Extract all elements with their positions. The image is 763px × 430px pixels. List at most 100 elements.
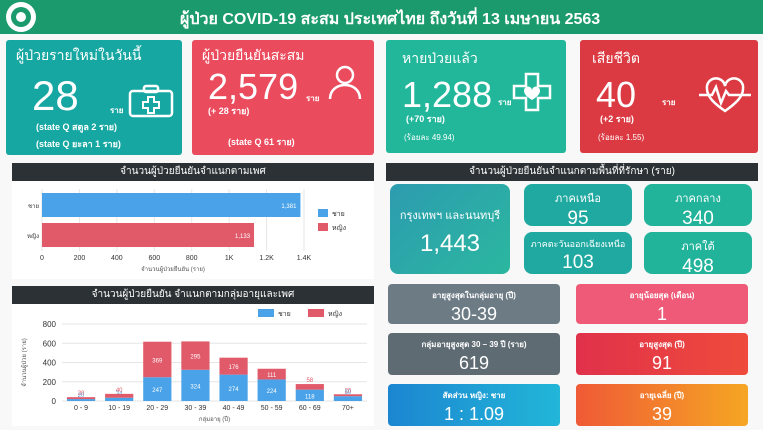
bar-female [66, 397, 96, 400]
data-label: 1,381 [281, 204, 297, 210]
data-label: 1,133 [235, 234, 251, 240]
stat-top-group-count: กลุ่มอายุสูงสุด 30 – 39 ปี (ราย) 619 [388, 333, 560, 375]
stat-top-age-group: อายุสูงสุดในกลุ่มอายุ (ปี) 30-39 [388, 284, 560, 324]
data-label: 274 [229, 387, 240, 393]
new-cases-label: ผู้ป่วยรายใหม่ในวันนี้ [16, 47, 142, 63]
legend-swatch [318, 223, 328, 231]
region-tile-south: ภาคใต้ 498 [644, 232, 752, 274]
data-label: 20 [78, 393, 85, 399]
data-label: 324 [190, 384, 201, 390]
deaths-value: 40 [596, 74, 637, 115]
region-tile-label: กรุงเทพฯ และนนทบุรี [399, 210, 501, 222]
total-cases-label: ผู้ป่วยยืนยันสะสม [202, 47, 305, 63]
y-tick-label: 400 [43, 359, 57, 368]
deaths-delta: (+2 ราย) [600, 114, 634, 124]
x-tick-label: 20 - 29 [146, 405, 168, 412]
bar-male [66, 399, 96, 401]
x-tick-label: 1.2K [259, 255, 274, 262]
new-cases-note-1: (state Q สตูล 2 ราย) [36, 122, 118, 132]
x-axis-label: กลุ่มอายุ (ปี) [199, 415, 230, 423]
bar-male [42, 193, 301, 217]
region-tile-central: ภาคกลาง 340 [644, 184, 752, 226]
bar-male [181, 369, 210, 401]
data-label: 176 [229, 365, 240, 371]
x-tick-label: 60 - 69 [299, 405, 321, 412]
stat-gender-ratio: สัดส่วน หญิง: ชาย 1 : 1.09 [388, 384, 560, 426]
gender-bar-chart: 0 200 400 600 800 1K 1.2K 1.4K ชาย 1,381 หญิง 1,133… [27, 189, 346, 273]
x-tick-label: 30 - 39 [185, 405, 207, 412]
age-chart: 0 200 400 600 800 จำนวนผู้ป่วย (ราย) 20 20 0 - 9… [12, 304, 374, 426]
total-cases-value: 2,579 [208, 66, 299, 107]
data-label: 20 [78, 391, 85, 397]
deaths-label: เสียชีวิต [592, 50, 640, 66]
x-tick-label: 50 - 59 [261, 405, 283, 412]
stat-label: อายุน้อยสุด (เดือน) [629, 291, 695, 300]
heart-cross-icon [512, 72, 552, 112]
age-stacked-bar-chart: 0 200 400 600 800 จำนวนผู้ป่วย (ราย) 20 20 0 - 9… [21, 309, 367, 423]
stat-value: 30-39 [450, 304, 498, 324]
bar-female [295, 384, 324, 390]
x-tick-label: 400 [111, 255, 123, 262]
bar-male [143, 377, 172, 401]
recovered-percent: (ร้อยละ 49.94) [404, 133, 455, 142]
category-label: ชาย [28, 203, 39, 210]
region-tile-value: 103 [562, 252, 594, 273]
x-tick-label: 10 - 19 [108, 405, 130, 412]
legend-swatch [308, 309, 324, 317]
new-cases-card: ผู้ป่วยรายใหม่ในวันนี้ 28 ราย (state Q ส… [6, 40, 182, 155]
heartbeat-icon [699, 77, 751, 113]
bar-male [257, 379, 286, 401]
x-axis-label: จำนวนผู้ป่วยยืนยัน (ราย) [141, 265, 205, 273]
total-cases-unit: ราย [306, 94, 320, 103]
bar-female [333, 394, 363, 397]
region-tile-label: ภาคตะวันออกเฉียงเหนือ [530, 239, 626, 249]
bar-male [333, 396, 363, 401]
region-tile-label: ภาคกลาง [675, 193, 721, 205]
stat-value: 39 [651, 404, 673, 424]
y-tick-label: 200 [43, 378, 57, 387]
data-label: 20 [345, 388, 352, 394]
recovered-label: หายป่วยแล้ว [402, 50, 478, 66]
bar-female [219, 357, 248, 375]
region-tile-label: ภาคใต้ [681, 241, 715, 253]
data-label: 58 [306, 378, 313, 384]
bar-female [105, 393, 134, 398]
stat-value: 1 [656, 304, 667, 324]
page-title: ผู้ป่วย COVID-19 สะสม ประเทศไทย ถึงวันที… [180, 11, 601, 28]
recovered-unit: ราย [498, 98, 512, 107]
data-label: 247 [152, 388, 163, 394]
region-tile-label: ภาคเหนือ [555, 193, 601, 205]
ministry-logo [6, 2, 36, 32]
new-cases-value: 28 [32, 72, 79, 119]
person-icon [328, 65, 362, 100]
gender-chart: 0 200 400 600 800 1K 1.2K 1.4K ชาย 1,381 หญิง 1,133… [12, 181, 374, 279]
x-tick-label: 800 [186, 255, 198, 262]
stat-label: อายุสูงสุดในกลุ่มอายุ (ปี) [432, 291, 516, 300]
x-tick-label: 0 [40, 255, 44, 262]
total-cases-delta: (+ 28 ราย) [208, 106, 250, 116]
region-tile-bangkok: กรุงเทพฯ และนนทบุรี 1,443 [390, 184, 510, 274]
legend-label: ชาย [278, 311, 291, 318]
deaths-unit: ราย [662, 98, 676, 107]
bar-male [295, 389, 324, 401]
stat-label: สัดส่วน หญิง: ชาย [442, 391, 506, 400]
x-tick-label: 70+ [342, 405, 354, 412]
legend-swatch [318, 209, 328, 217]
stat-oldest: อายุสูงสุด (ปี) 91 [576, 333, 748, 375]
gender-chart-title: จำนวนผู้ป่วยยืนยันจำแนกตามเพศ [12, 163, 374, 181]
stat-youngest: อายุน้อยสุด (เดือน) 1 [576, 284, 748, 324]
bar-female [143, 341, 172, 378]
region-tile-value: 95 [567, 208, 589, 226]
region-tile-value: 340 [682, 208, 714, 226]
header-bar: ผู้ป่วย COVID-19 สะสม ประเทศไทย ถึงวันที… [0, 0, 763, 34]
bar-female [181, 341, 210, 370]
x-tick-label: 1K [225, 255, 234, 262]
stat-average-age: อายุเฉลี่ย (ปี) 39 [576, 384, 748, 426]
region-tile-value: 498 [682, 256, 714, 274]
data-label: 118 [305, 394, 315, 400]
category-label: หญิง [27, 233, 39, 240]
stat-value: 619 [458, 353, 490, 373]
region-tile-north: ภาคเหนือ 95 [524, 184, 632, 226]
legend-label: ชาย [332, 211, 345, 218]
x-tick-label: 600 [148, 255, 160, 262]
